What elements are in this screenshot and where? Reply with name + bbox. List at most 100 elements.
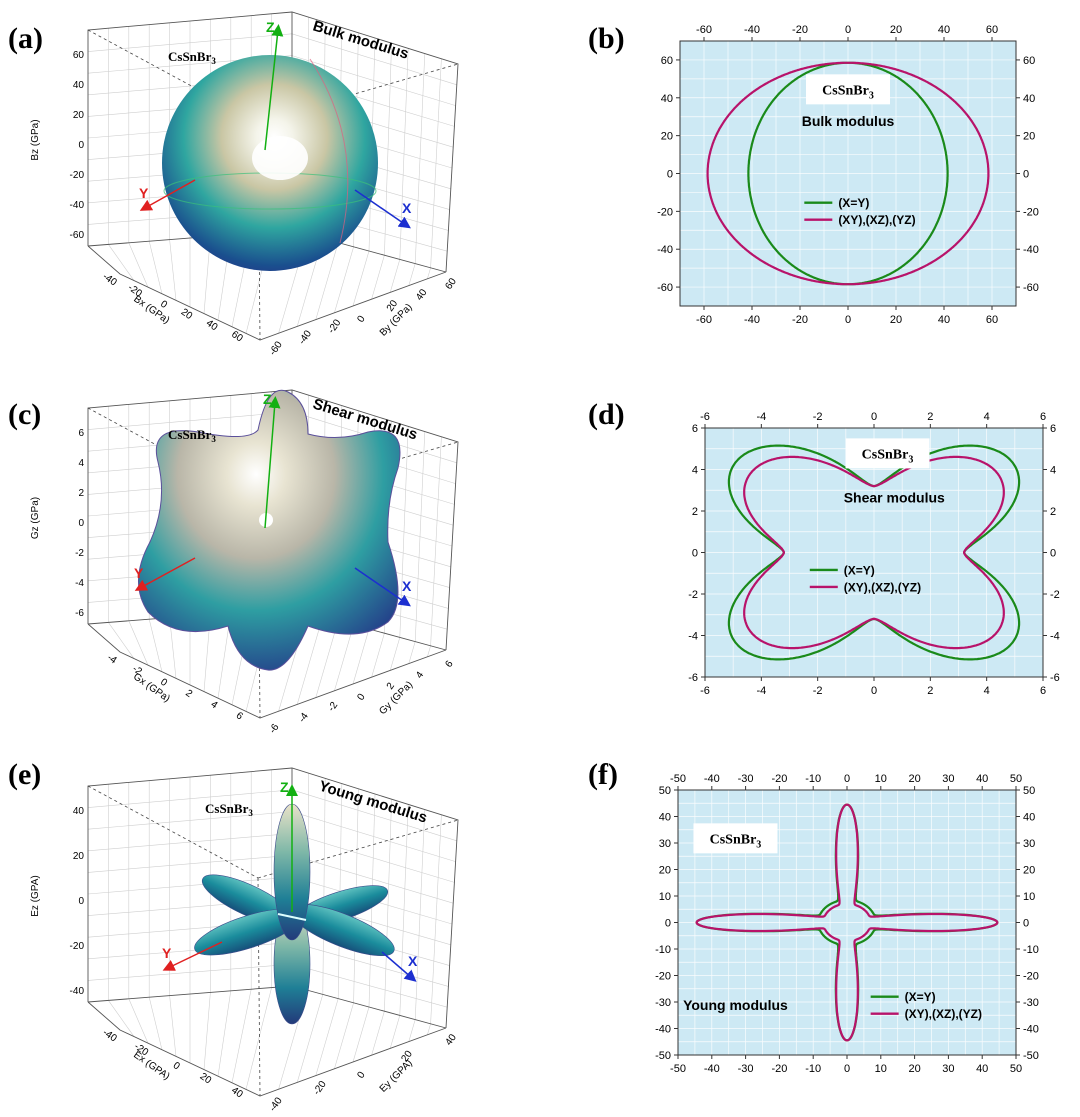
x-axis-arrow (381, 951, 417, 982)
x-tick-label-bottom: -10 (805, 1063, 821, 1075)
z-axis-arrow (264, 396, 281, 529)
polar-chart-f: -50-50-40-40-30-30-20-20-10-100010102020… (655, 773, 1039, 1075)
y-tick-label: 0 (355, 691, 367, 702)
x-axis-letter: X (408, 953, 418, 969)
material-label: CsSnBr3 (168, 49, 216, 66)
x-tick-label-top: 0 (844, 773, 850, 785)
y-tick-label-left: 50 (659, 785, 671, 797)
x-tick-label-bottom: -6 (700, 685, 710, 697)
x-tick-label: -40 (100, 271, 119, 289)
grid-line (389, 1015, 401, 1049)
grid-line (399, 804, 409, 1016)
y-tick-label-left: -40 (655, 1024, 671, 1036)
x-tick-label-top: 60 (986, 24, 998, 36)
x-tick-label: 6 (234, 710, 245, 722)
x-tick-label-top: 10 (875, 773, 887, 785)
y-axis-arrow (139, 179, 196, 211)
shear-modulus-surface (138, 389, 401, 671)
y-tick-label-left: -50 (655, 1050, 671, 1062)
y-tick-label-right: 20 (1023, 131, 1035, 143)
x-tick-label-bottom: -20 (771, 1063, 787, 1075)
y-tick-label-right: 2 (1050, 506, 1056, 518)
x-tick-label-top: 4 (984, 411, 990, 423)
grid-line (430, 436, 442, 646)
grid-line (108, 1000, 135, 1037)
x-tick-label-bottom: 0 (871, 685, 877, 697)
panel-label-a: (a) (8, 22, 43, 55)
y-tick-label-left: 60 (661, 55, 673, 67)
y-axis-arrow (134, 557, 196, 591)
grid-line (231, 989, 252, 1083)
material-label: CsSnBr3 (862, 447, 914, 465)
surface-meridian (309, 58, 349, 244)
surface-highlight (252, 136, 308, 180)
box-edge (291, 985, 447, 1029)
x-tick-label-bottom: -60 (696, 314, 712, 326)
legend-entry: (XY),(XZ),(YZ) (905, 1007, 982, 1021)
z-tick-label: 40 (73, 806, 85, 817)
x-tick-label: 0 (171, 1060, 182, 1072)
y-tick-label-left: -40 (657, 244, 673, 256)
x-tick-label: 2 (183, 688, 194, 700)
chart-annotation-title: Shear modulus (844, 490, 945, 506)
grid-line (315, 242, 339, 320)
grid-line (296, 616, 324, 705)
series-line-xy-xz-yz (743, 455, 1005, 650)
z-tick-label: 60 (73, 50, 85, 61)
x-tick-label-bottom: 6 (1040, 685, 1046, 697)
x-tick-label-top: -40 (704, 773, 720, 785)
x-tick-label: 4 (209, 699, 220, 711)
panel-label-c: (c) (8, 398, 42, 431)
material-label: CsSnBr3 (822, 83, 874, 101)
x-tick-label-bottom: -50 (670, 1063, 686, 1075)
grid-line (148, 619, 163, 672)
z-tick-label: -4 (75, 578, 84, 589)
y-tick-label: 40 (443, 1032, 459, 1048)
z-tick-label: 20 (73, 851, 85, 862)
x-tick-label-top: 30 (942, 773, 954, 785)
z-axis-letter: Z (280, 779, 289, 795)
grid-line (371, 1011, 385, 1056)
y-tick-label-right: 4 (1050, 465, 1056, 477)
y-tick-label-right: 6 (1050, 423, 1056, 435)
y-tick-label-right: -40 (1023, 244, 1039, 256)
surface-title: Young modulus (317, 778, 429, 827)
z-axis-letter: Z (266, 19, 275, 35)
grid (704, 427, 1044, 678)
material-label: CsSnBr3 (205, 801, 253, 818)
x-tick-label-top: -40 (744, 24, 760, 36)
box-edge (87, 985, 293, 1003)
x-tick-label: 20 (179, 307, 195, 323)
y-tick-label-left: -20 (655, 971, 671, 983)
grid-line (414, 53, 426, 264)
grid-line (384, 43, 392, 256)
x-tick-label-bottom: -40 (704, 1063, 720, 1075)
x-tick-label-bottom: 20 (890, 314, 902, 326)
surface-plot-a: Z Y X CsSnBr3 Bulk modulus 60 40 20 0 -20 -40 -60 Bz… (30, 11, 459, 358)
grid-line (128, 242, 149, 288)
y-axis-label: Gy (GPa) (377, 679, 415, 717)
y-tick-label: -20 (311, 1079, 329, 1098)
x-tick-label-top: -20 (792, 24, 808, 36)
grid-line (427, 645, 431, 657)
y-tick-label: 0 (355, 313, 367, 324)
box-edge (87, 623, 447, 719)
x-tick-label-top: -50 (670, 773, 686, 785)
y-tick-label-left: -6 (688, 672, 698, 684)
box-edge (257, 819, 459, 879)
grid-line (408, 1019, 416, 1042)
x-tick-label-bottom: 10 (875, 1063, 887, 1075)
grid-line (408, 263, 416, 286)
y-tick-label-right: 60 (1023, 55, 1035, 67)
x-tick-label-bottom: 0 (845, 314, 851, 326)
y-tick-label-right: -20 (1023, 971, 1039, 983)
x-tick-label-top: 20 (890, 24, 902, 36)
x-tick-label-top: 50 (1010, 773, 1022, 785)
y-tick-label-left: -4 (688, 631, 698, 643)
z-tick-label: -40 (70, 986, 85, 997)
material-label-box (845, 438, 930, 469)
y-tick-label-left: 2 (692, 506, 698, 518)
grid-line (148, 241, 163, 294)
